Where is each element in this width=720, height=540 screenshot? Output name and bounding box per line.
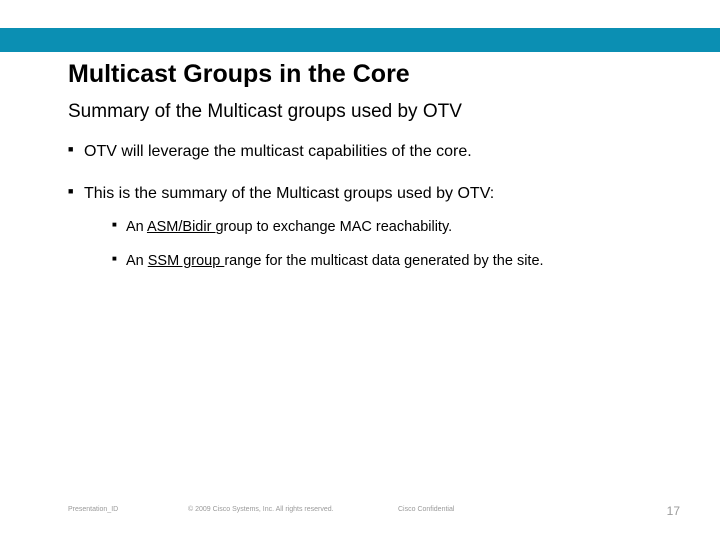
slide-subtitle: Summary of the Multicast groups used by … — [68, 101, 680, 123]
footer-confidential: Cisco Confidential — [398, 506, 454, 513]
sub-bullet-list: An ASM/Bidir group to exchange MAC reach… — [84, 218, 680, 271]
bullet-item: This is the summary of the Multicast gro… — [68, 183, 680, 272]
footer-presentation-id: Presentation_ID — [68, 506, 118, 513]
sub-bullet-underline: SSM group — [148, 253, 225, 269]
sub-bullet-pre: An — [126, 253, 148, 269]
footer-copyright: © 2009 Cisco Systems, Inc. All rights re… — [188, 506, 334, 513]
sub-bullet-pre: An — [126, 219, 147, 235]
sub-bullet-post: group to exchange MAC reachability. — [215, 219, 452, 235]
slide: Multicast Groups in the Core Summary of … — [0, 0, 720, 540]
sub-bullet-item: An SSM group range for the multicast dat… — [112, 252, 680, 272]
bullet-item: OTV will leverage the multicast capabili… — [68, 141, 680, 163]
bullet-text: OTV will leverage the multicast capabili… — [84, 143, 472, 160]
sub-bullet-item: An ASM/Bidir group to exchange MAC reach… — [112, 218, 680, 238]
top-accent-bar — [0, 28, 720, 52]
bullet-list: OTV will leverage the multicast capabili… — [68, 141, 680, 271]
sub-bullet-post: range for the multicast data generated b… — [224, 253, 543, 269]
footer-page-number: 17 — [667, 504, 680, 518]
slide-title: Multicast Groups in the Core — [68, 60, 680, 89]
bullet-text: This is the summary of the Multicast gro… — [84, 185, 494, 202]
slide-footer: Presentation_ID © 2009 Cisco Systems, In… — [68, 506, 680, 522]
sub-bullet-underline: ASM/Bidir — [147, 219, 216, 235]
slide-content: Multicast Groups in the Core Summary of … — [68, 60, 680, 291]
